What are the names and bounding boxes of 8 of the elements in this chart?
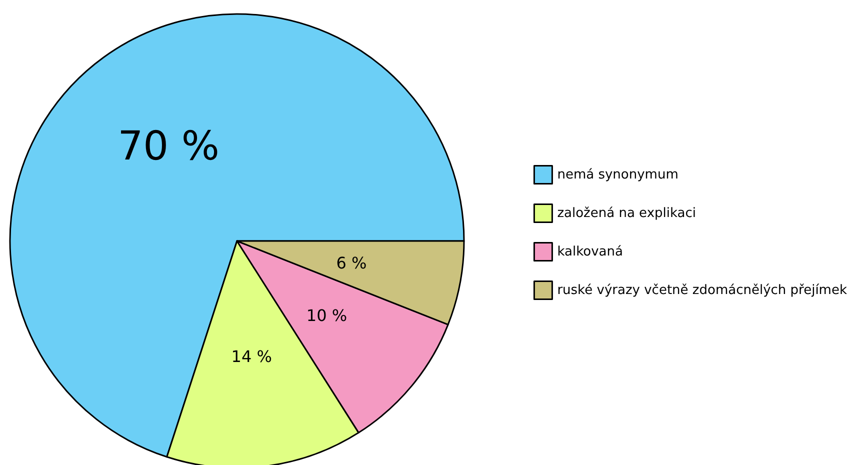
- data-label: 14 %: [231, 347, 272, 366]
- legend-label: nemá synonymum: [557, 167, 678, 182]
- data-label: 6 %: [336, 253, 367, 272]
- legend-label: ruské výrazy včetně zdomácnělých přejímek: [557, 282, 848, 298]
- legend-label: založená na explikaci: [557, 206, 696, 221]
- data-label: 70 %: [118, 124, 220, 170]
- data-label: 10 %: [306, 306, 348, 325]
- legend-label: kalkovaná: [557, 244, 623, 260]
